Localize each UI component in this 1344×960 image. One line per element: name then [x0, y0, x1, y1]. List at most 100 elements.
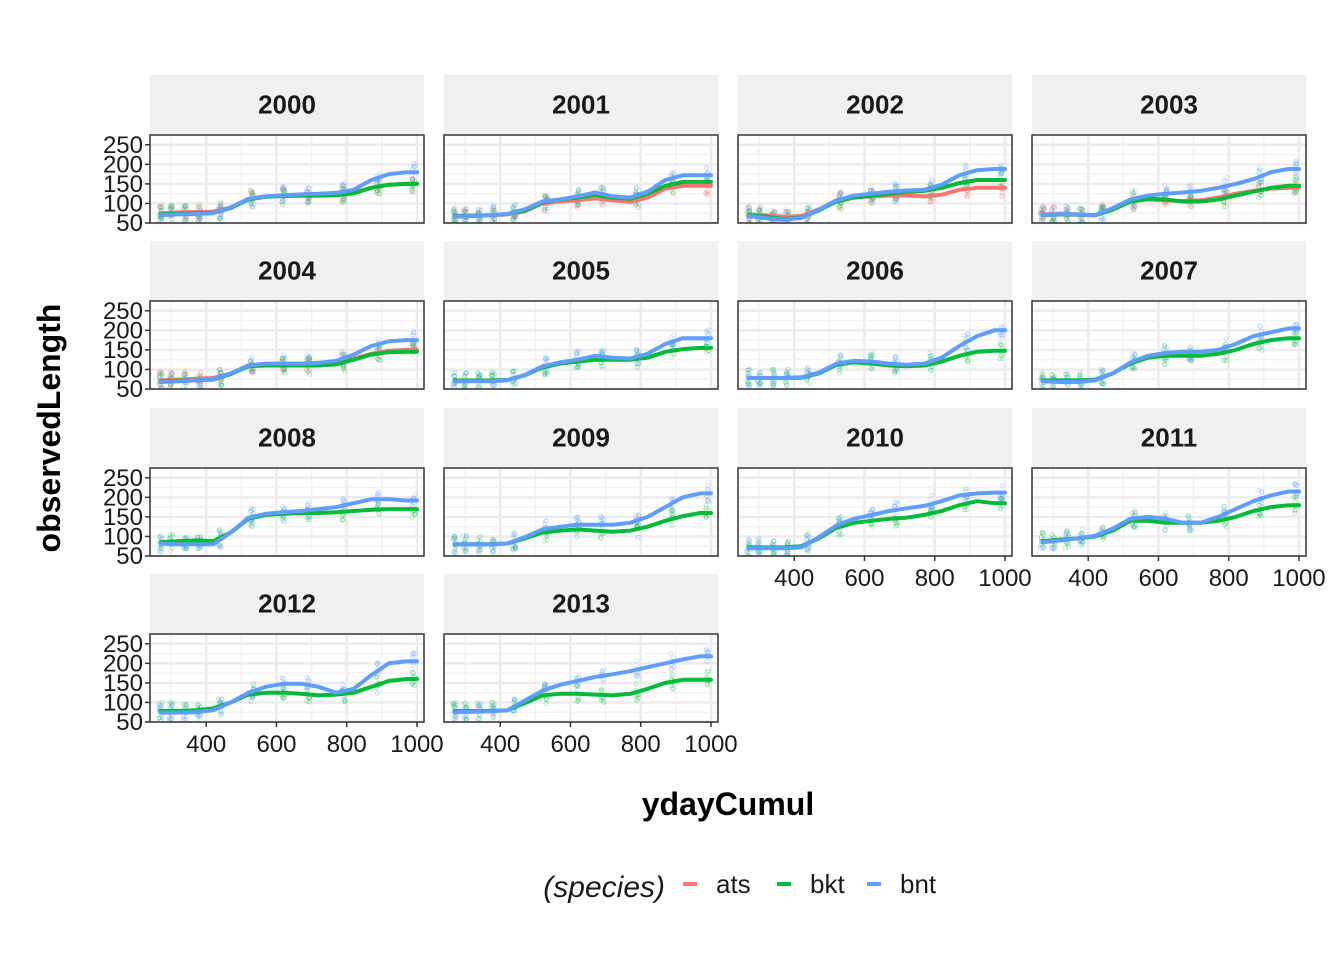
data-point: [705, 192, 711, 198]
data-point: [929, 505, 935, 511]
data-point: [196, 204, 202, 210]
data-point: [634, 673, 640, 679]
data-point: [576, 364, 582, 370]
data-point: [1131, 203, 1137, 209]
data-point: [703, 190, 709, 196]
data-point: [491, 220, 497, 223]
data-point: [451, 703, 457, 709]
data-point: [634, 347, 640, 353]
plot-background: [444, 301, 718, 389]
data-point: [929, 177, 935, 183]
data-point: [511, 696, 517, 702]
data-point: [895, 369, 901, 375]
data-point: [892, 369, 898, 375]
data-point: [963, 191, 969, 197]
data-point: [1040, 373, 1046, 379]
data-point: [305, 368, 311, 374]
data-point: [1133, 525, 1139, 531]
facet-label: 2003: [1140, 90, 1198, 120]
data-point: [218, 216, 224, 222]
data-point: [997, 333, 1003, 339]
data-point: [576, 186, 582, 192]
data-point: [158, 546, 164, 552]
data-point: [805, 205, 811, 211]
data-point: [869, 352, 875, 358]
data-point: [746, 219, 752, 223]
facet-label: 2002: [846, 90, 904, 120]
data-point: [1048, 206, 1054, 212]
data-point: [542, 205, 548, 211]
data-point: [184, 703, 190, 709]
data-point: [573, 202, 579, 208]
data-point: [786, 225, 790, 229]
data-point: [475, 703, 481, 709]
data-point: [280, 695, 286, 701]
data-point: [1256, 195, 1262, 201]
data-point: [999, 170, 1005, 176]
data-point: [1064, 528, 1070, 534]
data-point: [339, 349, 345, 355]
data-point: [784, 208, 790, 214]
data-point: [892, 500, 898, 506]
panel-border: [737, 134, 1013, 224]
data-point: [184, 203, 190, 209]
data-point: [837, 189, 843, 195]
data-point: [804, 547, 810, 553]
data-point: [574, 203, 580, 209]
data-point: [377, 357, 383, 363]
y-tick-label: 250: [103, 465, 143, 492]
data-point: [463, 717, 469, 722]
data-point: [282, 370, 288, 376]
data-point: [1257, 168, 1263, 174]
data-point: [489, 373, 495, 379]
data-point: [1186, 357, 1192, 363]
data-point: [1189, 358, 1195, 364]
data-point: [306, 185, 312, 191]
data-point: [340, 350, 346, 356]
data-point: [598, 697, 604, 703]
data-point: [511, 546, 517, 552]
data-point: [1132, 365, 1138, 371]
data-point: [758, 382, 764, 388]
data-point: [169, 702, 175, 708]
x-tick-label: 600: [256, 731, 296, 758]
data-point: [744, 382, 750, 388]
data-point: [542, 207, 548, 213]
data-point: [745, 380, 751, 386]
data-point: [450, 701, 456, 707]
data-point: [668, 335, 674, 341]
data-point: [1101, 535, 1107, 541]
data-point: [1041, 206, 1047, 212]
plot-background: [738, 468, 1012, 556]
data-point: [280, 516, 286, 522]
data-point: [409, 682, 415, 688]
data-point: [491, 219, 497, 223]
data-point: [576, 349, 582, 355]
data-point: [410, 654, 416, 660]
data-point: [409, 185, 415, 191]
panel-border: [149, 467, 425, 557]
y-tick-label: 100: [103, 689, 143, 716]
series-line-bnt: [452, 491, 713, 547]
data-point: [305, 200, 311, 206]
data-point: [1187, 526, 1193, 532]
data-point: [1189, 203, 1195, 209]
data-point: [491, 548, 497, 554]
data-point: [998, 353, 1004, 359]
data-point: [1049, 219, 1055, 223]
data-point: [574, 205, 580, 211]
y-tick-label: 150: [103, 670, 143, 697]
data-point: [410, 343, 416, 349]
data-point: [1162, 526, 1168, 532]
data-point: [169, 701, 175, 707]
data-point: [250, 191, 256, 197]
data-point: [669, 674, 675, 680]
data-point: [837, 514, 843, 520]
data-point: [1099, 205, 1105, 211]
data-point: [475, 219, 481, 223]
data-point: [451, 716, 457, 722]
data-point: [461, 208, 467, 214]
data-point: [279, 355, 285, 361]
data-point: [573, 349, 579, 355]
data-point: [158, 703, 164, 709]
